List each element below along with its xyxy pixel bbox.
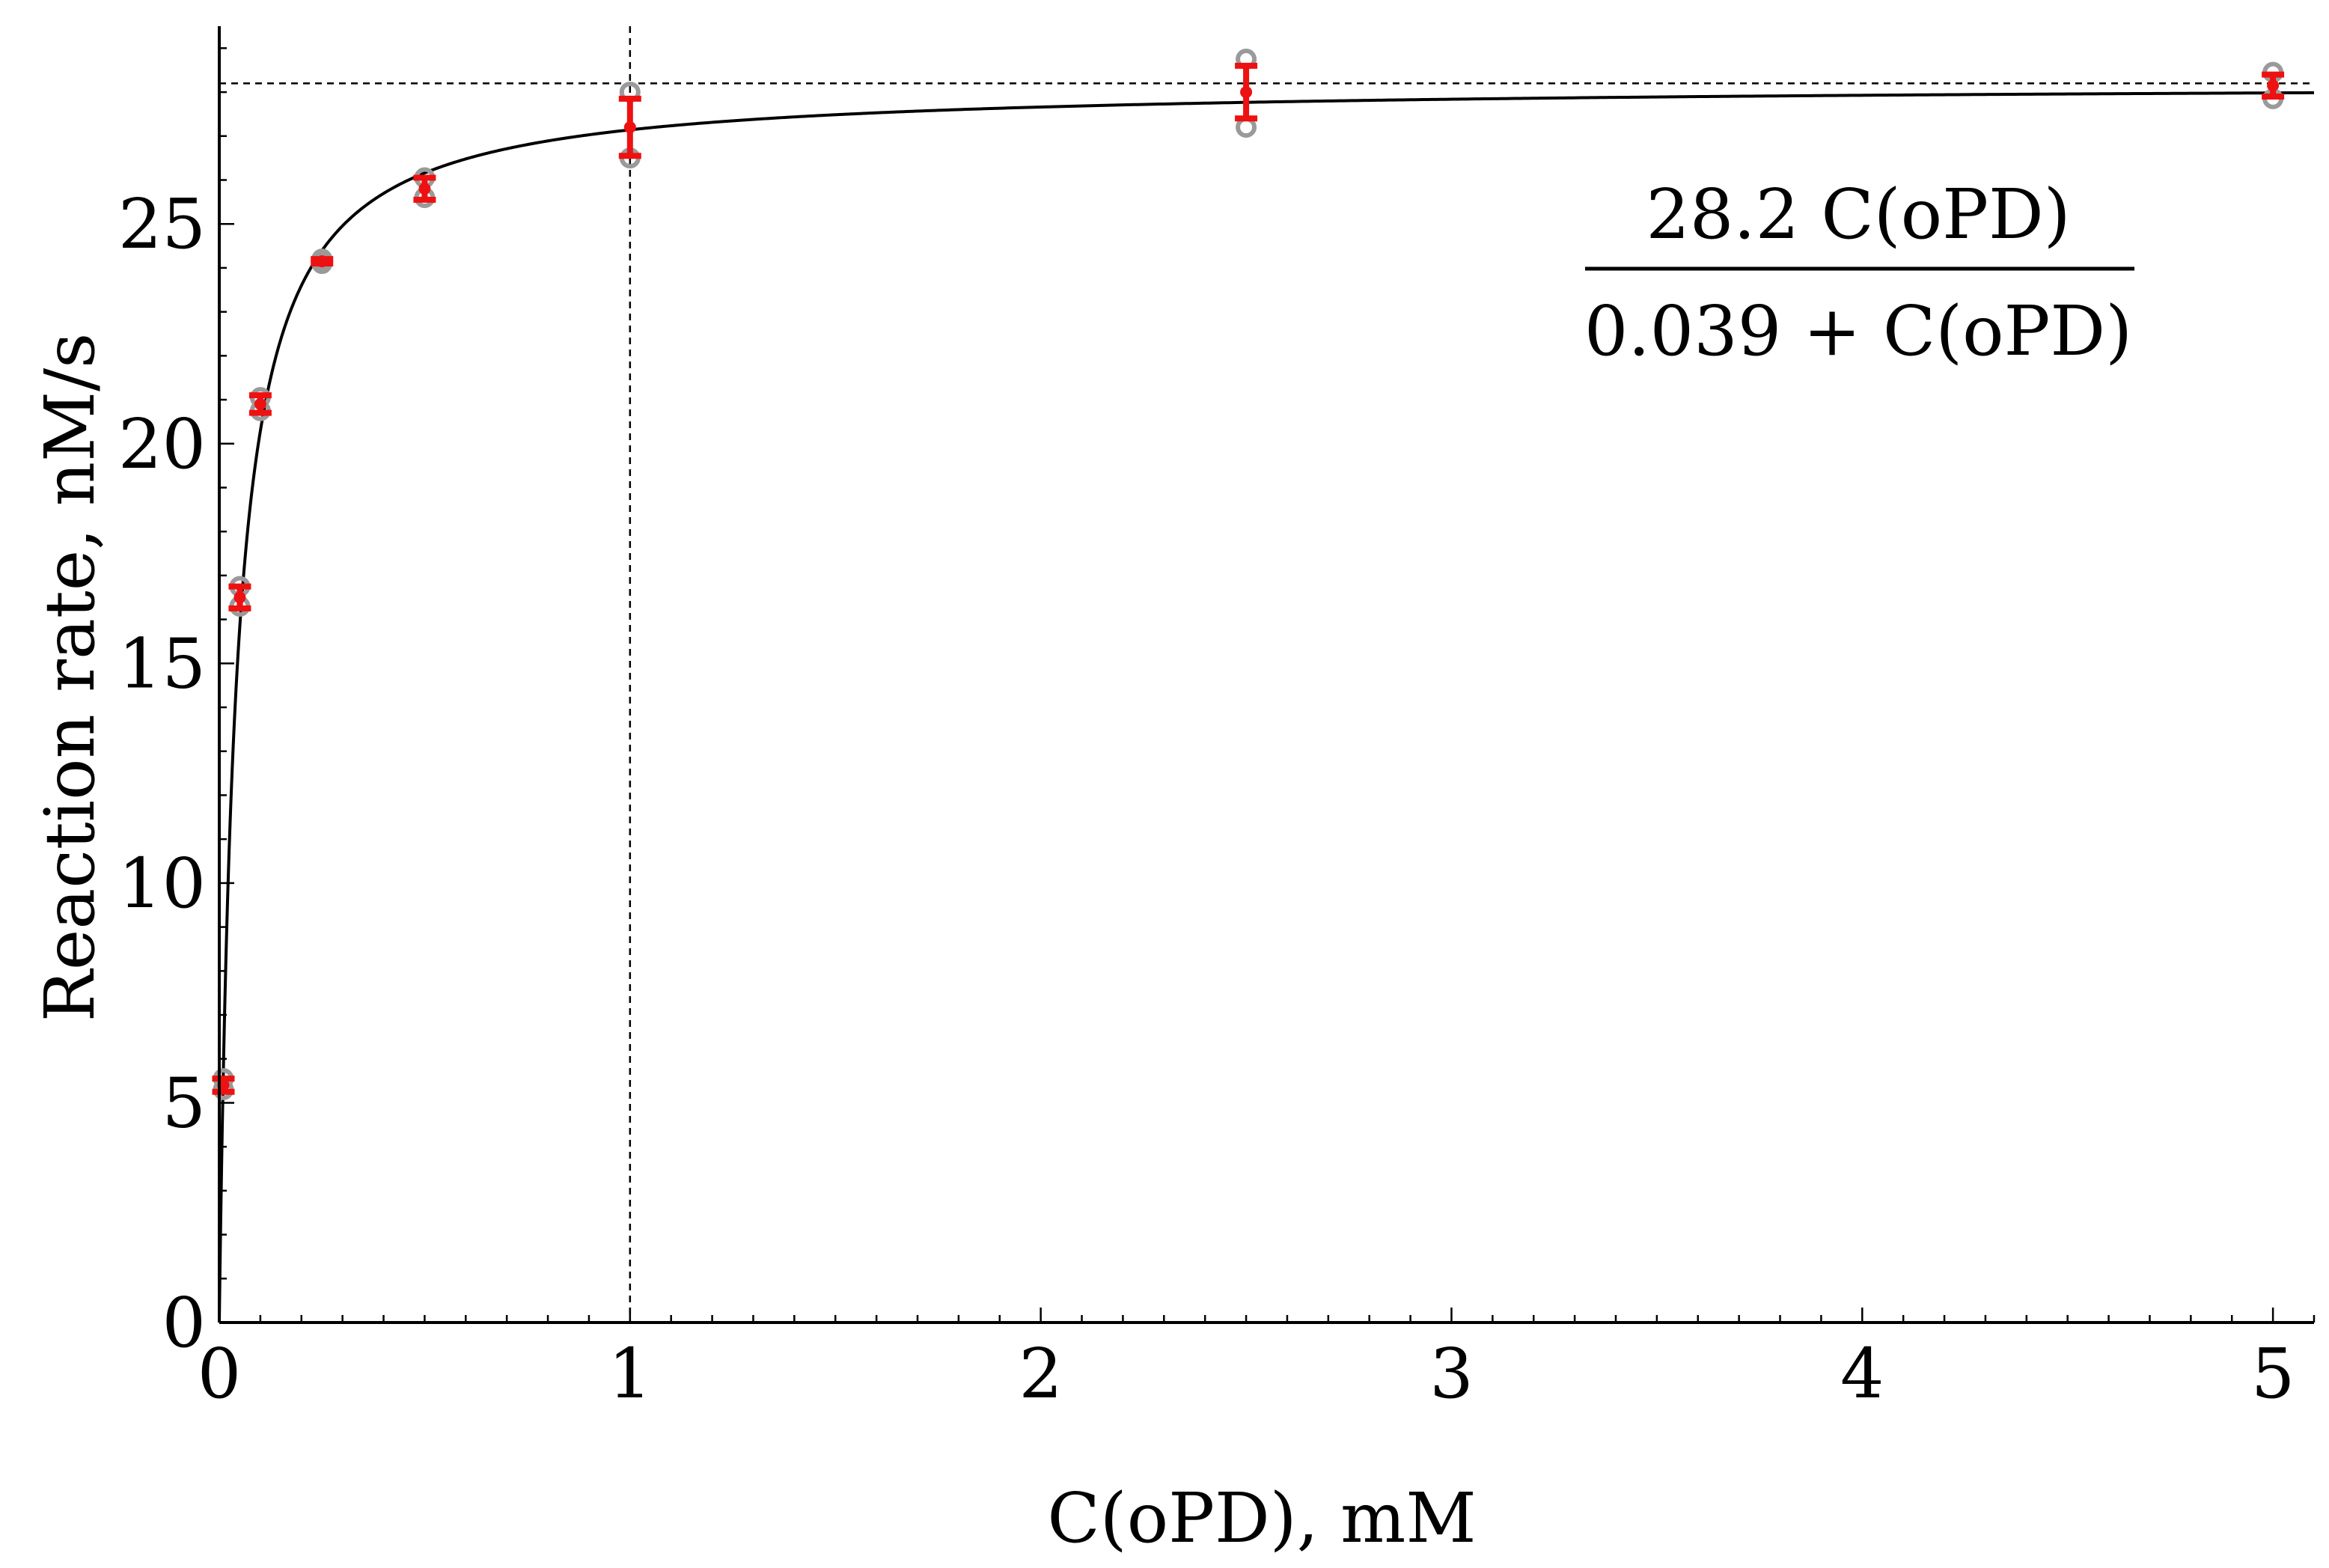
y-axis-title: Reaction rate, nM/s	[30, 333, 110, 1022]
x-tick-label: 2	[1019, 1334, 1063, 1414]
mean-point	[248, 392, 272, 416]
axes	[218, 26, 2314, 1324]
x-tick-label: 4	[1840, 1334, 1884, 1414]
x-axis-ticks: 0 1 2 3 4 5	[198, 1308, 2316, 1414]
replicate-point	[1236, 117, 1257, 138]
mean-point	[1235, 62, 1258, 122]
y-tick-label: 20	[118, 404, 206, 484]
x-tick-label: 1	[608, 1334, 653, 1414]
mean-marker	[418, 183, 431, 195]
x-axis-title: C(oPD), mM	[1047, 1478, 1476, 1558]
mean-marker	[233, 591, 246, 604]
mean-point	[2262, 71, 2285, 100]
y-tick-label: 0	[162, 1283, 206, 1363]
mean-marker	[2267, 79, 2280, 92]
equation-numerator: 28.2 C(oPD)	[1646, 174, 2070, 254]
mean-marker	[1240, 86, 1253, 99]
mean-marker	[254, 397, 266, 410]
mean-point	[413, 174, 436, 203]
x-tick-label: 5	[2251, 1334, 2295, 1414]
mean-marker	[623, 121, 636, 134]
equation: 28.2 C(oPD) 0.039 + C(oPD)	[1584, 174, 2134, 371]
reference-lines	[219, 26, 2314, 1323]
mean-point	[228, 583, 251, 611]
y-axis-ticks: 0 5 10 15 20 25	[118, 47, 234, 1363]
mean-points	[212, 62, 2285, 1095]
y-tick-label: 10	[118, 844, 206, 924]
fit-curve	[218, 91, 2315, 1323]
mean-point	[618, 95, 641, 159]
x-tick-label: 0	[198, 1334, 242, 1414]
y-tick-label: 25	[118, 184, 206, 264]
mean-marker	[316, 255, 329, 268]
equation-denominator: 0.039 + C(oPD)	[1584, 291, 2132, 371]
y-tick-label: 15	[118, 623, 206, 704]
y-tick-label: 5	[162, 1063, 206, 1143]
mean-point	[311, 255, 334, 268]
x-tick-label: 3	[1429, 1334, 1474, 1414]
